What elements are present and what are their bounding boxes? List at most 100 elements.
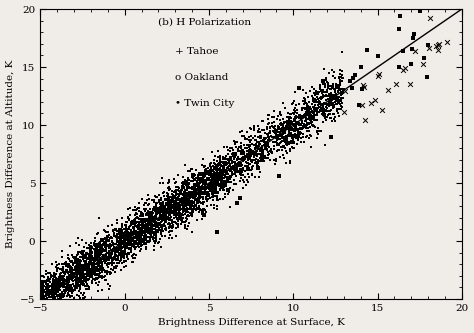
Point xyxy=(273,158,280,163)
Point xyxy=(78,268,86,273)
Point xyxy=(213,172,221,178)
Point xyxy=(328,92,336,98)
Point xyxy=(330,70,337,75)
Point xyxy=(304,103,312,108)
Point xyxy=(55,279,62,285)
Point xyxy=(51,285,59,290)
Point xyxy=(221,161,228,166)
Point xyxy=(203,193,210,198)
Point xyxy=(201,182,208,187)
Point xyxy=(238,168,246,173)
Point xyxy=(198,185,206,191)
Point xyxy=(173,212,181,217)
Point xyxy=(152,220,159,225)
Point xyxy=(246,147,253,153)
Point xyxy=(202,171,210,176)
Point xyxy=(55,286,63,291)
Point xyxy=(187,194,194,199)
Point xyxy=(96,243,104,248)
Point xyxy=(167,205,174,211)
Point xyxy=(124,232,132,237)
Point xyxy=(84,266,92,271)
Point xyxy=(119,233,127,238)
Point xyxy=(67,284,74,289)
Point xyxy=(291,108,298,113)
Point xyxy=(204,177,211,182)
Point xyxy=(191,195,198,201)
Point xyxy=(150,230,157,236)
Point xyxy=(55,293,62,298)
Point xyxy=(40,283,47,289)
Point xyxy=(73,266,80,271)
Point xyxy=(240,167,247,172)
Point xyxy=(286,161,294,166)
Point xyxy=(210,167,218,172)
Point xyxy=(72,276,80,282)
Point xyxy=(102,277,109,282)
Point xyxy=(73,285,81,290)
Point xyxy=(147,224,155,229)
Point xyxy=(209,182,216,187)
Point xyxy=(50,293,57,298)
Point xyxy=(192,192,200,197)
Point xyxy=(61,269,68,275)
Point xyxy=(338,79,346,84)
Point xyxy=(235,147,242,152)
Point xyxy=(237,175,245,180)
Point xyxy=(43,293,51,298)
Point xyxy=(244,160,252,165)
Point xyxy=(93,253,101,259)
Point xyxy=(104,229,112,235)
Y-axis label: Brightness Difference at Altitude, K: Brightness Difference at Altitude, K xyxy=(6,60,15,248)
Point xyxy=(244,177,251,182)
Point xyxy=(55,281,63,286)
Point xyxy=(135,200,143,205)
Point xyxy=(92,250,100,255)
Point xyxy=(256,135,264,140)
Point xyxy=(150,219,157,224)
Point xyxy=(91,238,99,244)
Point xyxy=(285,129,292,135)
Point xyxy=(310,106,318,112)
Point xyxy=(245,171,252,177)
Point xyxy=(56,277,64,283)
Point xyxy=(123,254,131,259)
Point xyxy=(44,284,51,289)
Point xyxy=(67,274,74,280)
Point xyxy=(362,118,369,123)
Point xyxy=(43,282,51,287)
Point xyxy=(93,268,101,273)
Point xyxy=(198,186,205,192)
Point xyxy=(88,257,95,262)
Point xyxy=(78,274,85,280)
Point xyxy=(201,207,209,213)
Point xyxy=(103,250,110,256)
Point xyxy=(153,223,160,229)
Point xyxy=(45,287,52,293)
Point xyxy=(74,235,82,240)
Point xyxy=(103,255,110,261)
Point xyxy=(314,97,322,102)
Point xyxy=(80,248,87,253)
Point xyxy=(69,273,76,278)
Point xyxy=(122,263,130,268)
Point xyxy=(59,294,67,299)
Point xyxy=(259,151,266,156)
Point xyxy=(335,110,342,116)
Point xyxy=(165,235,173,240)
Point xyxy=(190,186,197,192)
Point xyxy=(190,171,198,177)
Point xyxy=(216,182,224,187)
Point xyxy=(306,124,314,130)
Point xyxy=(292,115,300,120)
Point xyxy=(145,218,152,224)
Point xyxy=(206,167,214,172)
Point xyxy=(338,50,346,55)
Point xyxy=(214,171,222,177)
Point xyxy=(177,213,184,219)
Point xyxy=(179,198,187,203)
Point xyxy=(291,109,299,114)
Point xyxy=(186,210,194,216)
Point xyxy=(152,238,160,243)
Point xyxy=(71,255,79,260)
